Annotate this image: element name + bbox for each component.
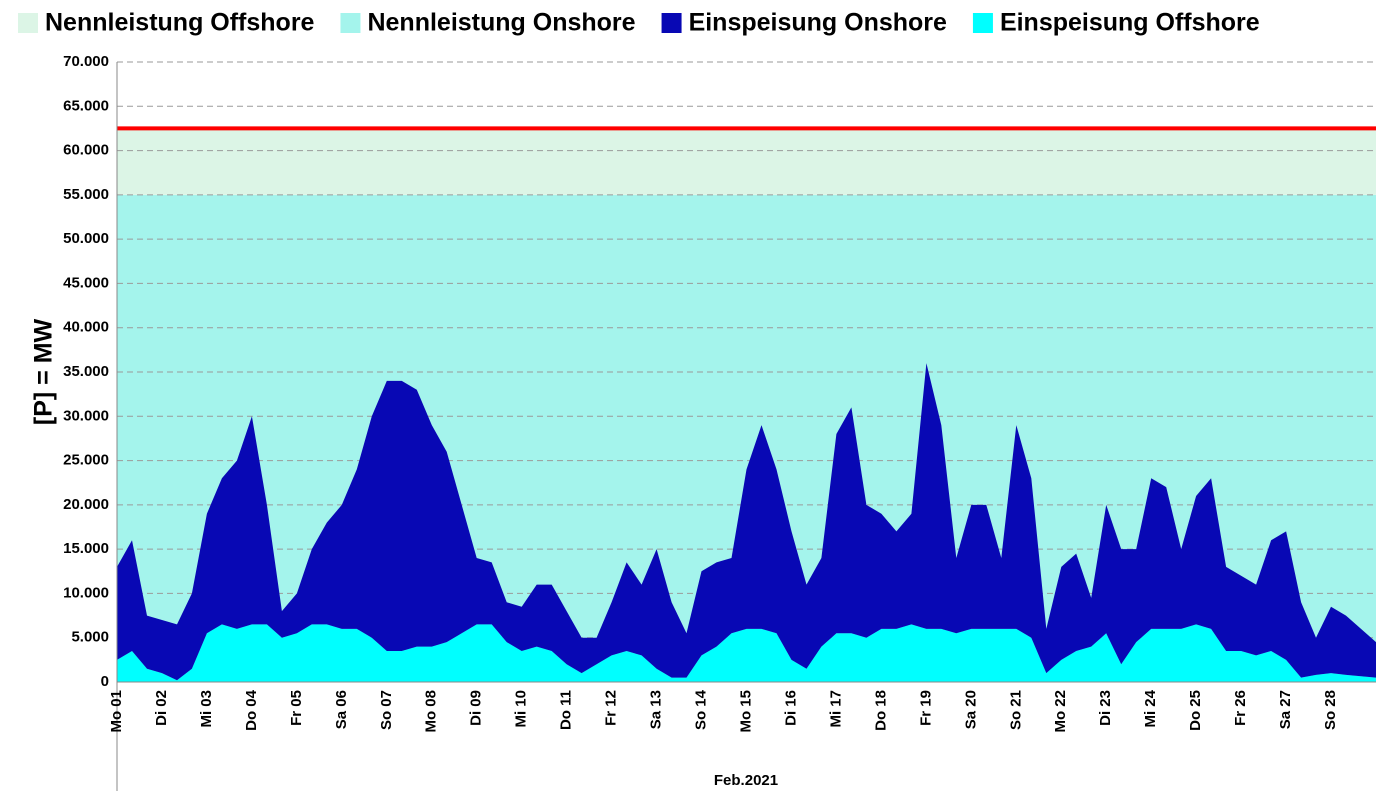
x-tick-label: Do 18 <box>872 690 889 731</box>
legend-swatch <box>972 13 993 33</box>
y-tick-label: 0 <box>101 673 109 690</box>
legend: Nennleistung Offshore Nennleistung Onshor… <box>18 9 1260 37</box>
legend-swatch <box>340 13 361 33</box>
area <box>117 128 1376 195</box>
x-tick-label: Mo 08 <box>423 690 440 733</box>
x-tick-label: Mo 22 <box>1052 690 1069 733</box>
x-tick-label: Do 25 <box>1187 690 1204 731</box>
x-tick-label: Mi 17 <box>827 690 844 728</box>
x-tick-label: Di 09 <box>468 690 485 726</box>
x-tick-label: Sa 13 <box>648 690 665 729</box>
y-tick-label: 20.000 <box>63 496 109 513</box>
x-tick-label: Do 11 <box>558 690 575 730</box>
y-tick-label: 55.000 <box>63 186 109 203</box>
x-axis-title: Feb.2021 <box>714 772 778 789</box>
y-tick-label: 15.000 <box>63 540 109 557</box>
legend-label: Einspeisung Onshore <box>689 9 947 37</box>
y-tick-label: 10.000 <box>63 584 109 601</box>
y-axis-title: [P] = MW <box>30 318 58 425</box>
x-tick-label: So 14 <box>693 689 710 730</box>
area <box>117 363 1376 681</box>
y-tick-label: 5.000 <box>71 629 109 646</box>
legend-label: Nennleistung Onshore <box>367 9 635 37</box>
y-tick-label: 40.000 <box>63 319 109 336</box>
legend-label: Nennleistung Offshore <box>45 9 315 37</box>
x-tick-label: Mi 24 <box>1142 689 1159 727</box>
x-tick-label: Mi 03 <box>198 690 215 728</box>
x-tick-label: Fr 05 <box>288 690 305 726</box>
x-tick-label: Di 23 <box>1097 690 1114 726</box>
x-tick-label: Sa 20 <box>962 690 979 729</box>
x-tick-label: Sa 06 <box>333 690 350 729</box>
legend-swatch <box>18 13 38 33</box>
y-tick-label: 30.000 <box>63 407 109 424</box>
x-tick-label: Mo 01 <box>108 690 125 733</box>
x-tick-label: Di 16 <box>782 690 799 726</box>
y-tick-label: 35.000 <box>63 363 109 380</box>
x-tick-label: So 28 <box>1322 690 1339 730</box>
x-tick-label: Fr 19 <box>917 690 934 726</box>
area <box>117 624 1376 682</box>
legend-label: Einspeisung Offshore <box>1000 9 1260 37</box>
x-tick-label: So 07 <box>378 690 395 730</box>
x-tick-label: Sa 27 <box>1277 690 1294 729</box>
y-tick-label: 65.000 <box>63 97 109 114</box>
y-tick-label: 60.000 <box>63 142 109 159</box>
legend-swatch <box>661 13 682 33</box>
y-tick-label: 45.000 <box>63 274 109 291</box>
x-tick-label: So 21 <box>1007 690 1024 730</box>
x-tick-label: Fr 26 <box>1232 690 1249 726</box>
y-tick-label: 25.000 <box>63 452 109 469</box>
y-tick-label: 50.000 <box>63 230 109 247</box>
x-tick-label: Mi 10 <box>513 690 530 728</box>
x-tick-label: Di 02 <box>153 690 170 726</box>
x-tick-label: Fr 12 <box>603 690 620 726</box>
y-tick-label: 70.000 <box>63 53 109 70</box>
x-tick-label: Do 04 <box>243 689 260 731</box>
x-tick-label: Mo 15 <box>737 690 754 733</box>
